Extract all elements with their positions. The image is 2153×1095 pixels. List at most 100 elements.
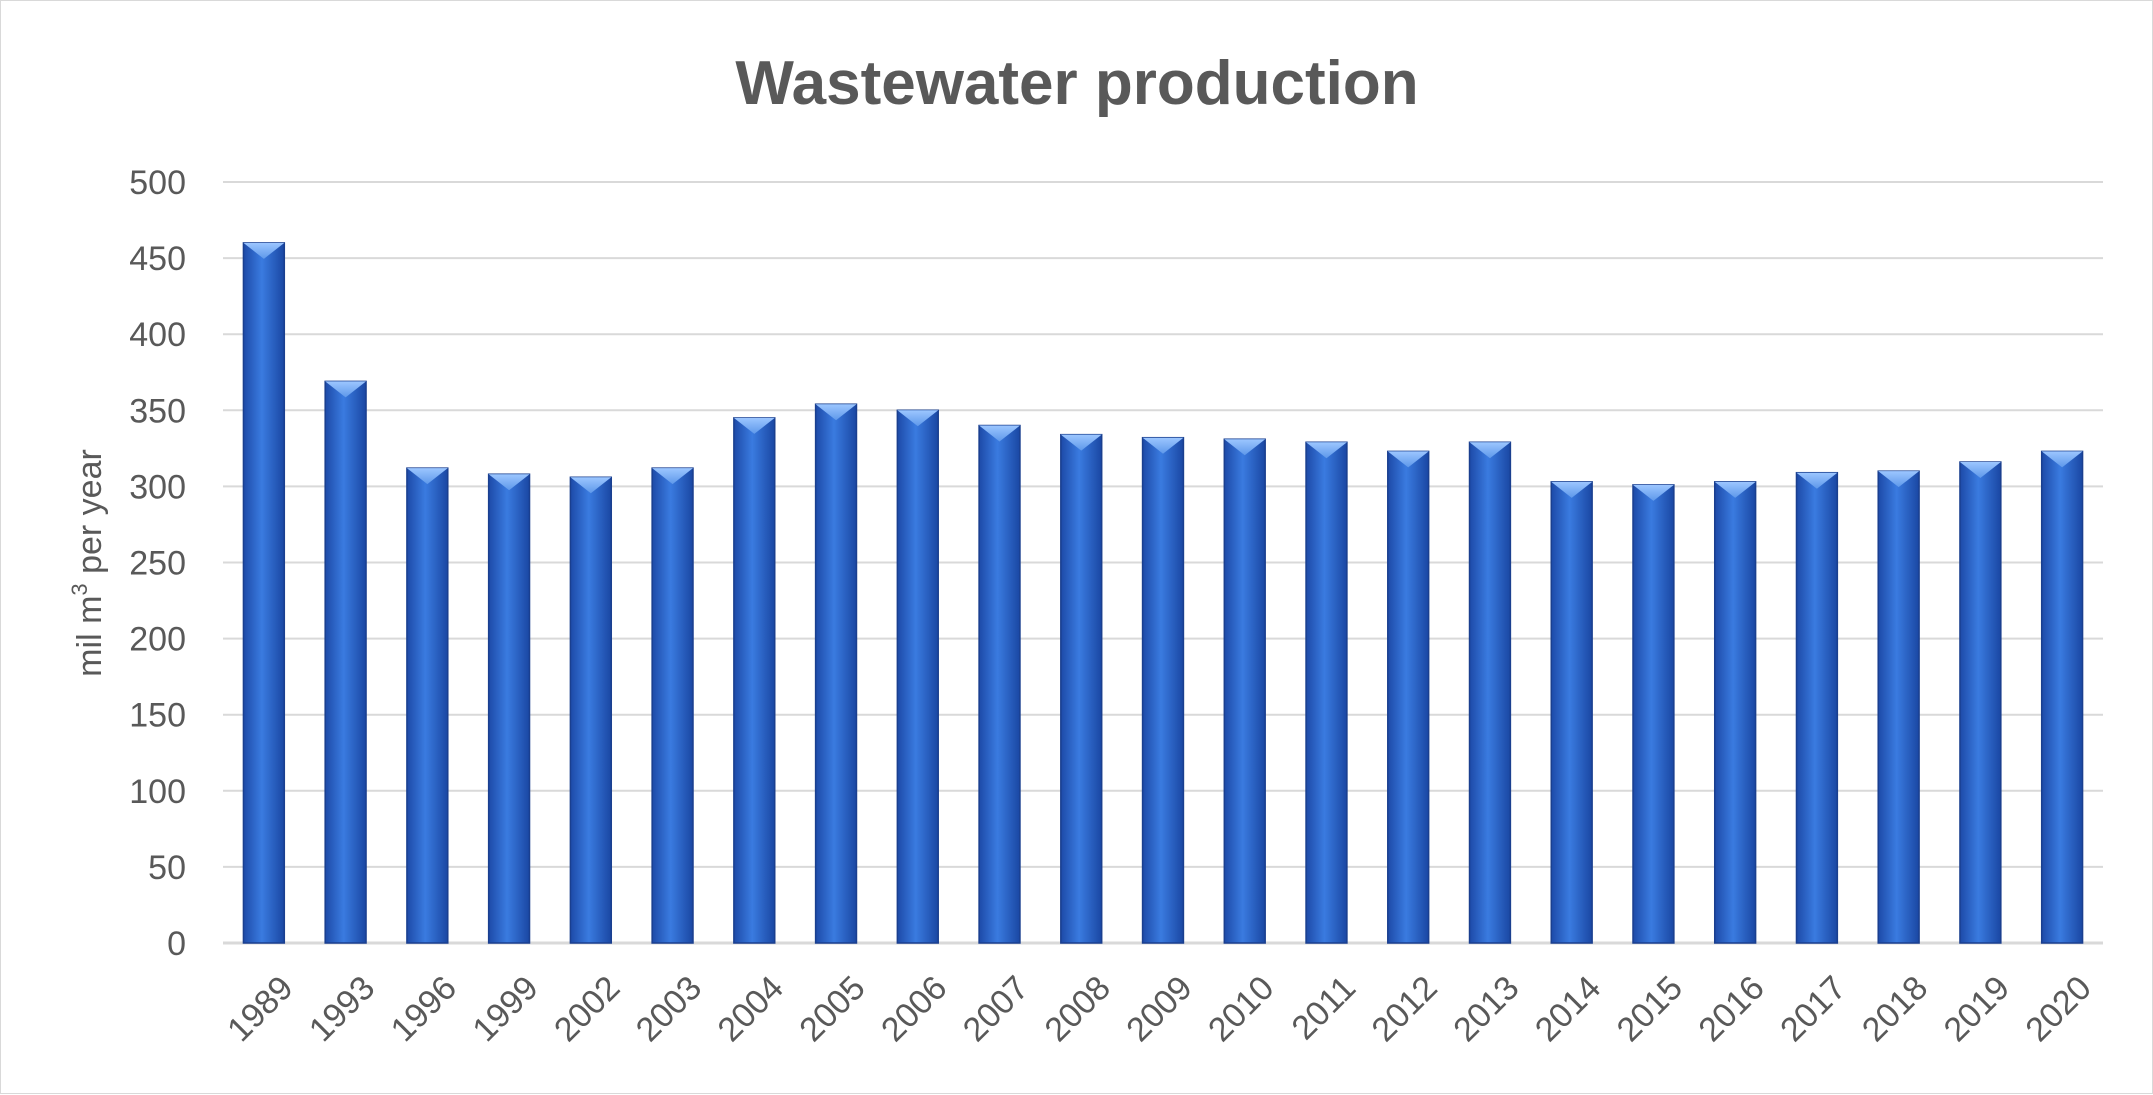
bar-cap xyxy=(979,425,1020,442)
bar-2019 xyxy=(1959,461,2002,944)
bar-cap xyxy=(733,417,775,434)
bar-body xyxy=(651,467,694,944)
bar-body xyxy=(1223,438,1266,944)
x-tick-label: 1996 xyxy=(384,969,464,1049)
bar-cap xyxy=(1714,481,1756,498)
bar-2012 xyxy=(1387,450,1430,944)
y-axis-label-main: mil m xyxy=(71,596,109,677)
bar-body xyxy=(406,467,449,944)
y-tick-label: 200 xyxy=(129,621,186,659)
x-tick-label: 2010 xyxy=(1201,969,1281,1049)
bar-cap xyxy=(243,242,285,259)
bar-body xyxy=(242,242,286,944)
y-tick-label: 50 xyxy=(148,849,186,887)
bar-2006 xyxy=(896,409,939,944)
y-tick-label: 250 xyxy=(129,545,186,583)
x-tick-label: 2018 xyxy=(1855,969,1935,1049)
bar-2011 xyxy=(1305,441,1348,944)
bar-body xyxy=(1632,484,1675,944)
bar-2010 xyxy=(1223,438,1266,944)
bar-2003 xyxy=(651,467,694,944)
x-tick-label: 1999 xyxy=(465,969,545,1049)
x-tick-label: 2003 xyxy=(629,969,709,1049)
x-tick-label: 2005 xyxy=(792,969,872,1049)
bar-cap xyxy=(406,468,448,485)
bar-body xyxy=(1713,481,1757,944)
y-tick-label: 100 xyxy=(129,773,186,811)
y-tick-label: 350 xyxy=(129,392,186,430)
y-tick-label: 400 xyxy=(129,316,186,354)
x-tick-label: 2007 xyxy=(956,969,1036,1049)
bar-cap xyxy=(1469,442,1511,459)
y-tick-label: 0 xyxy=(167,925,186,963)
bar-2013 xyxy=(1468,441,1512,944)
bar-cap xyxy=(1306,442,1347,459)
bar-body xyxy=(2040,450,2084,944)
y-axis-label-suffix: per year xyxy=(71,449,109,583)
bar-body xyxy=(1387,450,1430,944)
bar-1996 xyxy=(406,467,449,944)
bar-cap xyxy=(1142,437,1184,454)
bar-2008 xyxy=(1060,433,1103,944)
bar-2015 xyxy=(1632,484,1675,944)
y-tick-label: 500 xyxy=(129,164,186,202)
bar-body xyxy=(1795,471,1839,944)
bar-body xyxy=(1305,441,1348,944)
bar-cap xyxy=(1224,439,1266,456)
bar-cap xyxy=(325,381,367,398)
y-tick-label: 300 xyxy=(129,468,186,506)
bar-cap xyxy=(488,474,530,491)
bar-cap xyxy=(2041,451,2083,468)
bar-1989 xyxy=(242,242,286,944)
x-tick-label: 2002 xyxy=(547,969,627,1049)
bar-body xyxy=(1877,470,1920,944)
bar-2007 xyxy=(978,424,1021,944)
bar-2005 xyxy=(814,403,858,944)
x-tick-label: 2006 xyxy=(874,969,954,1049)
x-tick-label: 2008 xyxy=(1038,969,1118,1049)
x-tick-label: 2013 xyxy=(1446,969,1526,1049)
bar-2004 xyxy=(733,417,776,944)
bar-body xyxy=(569,476,613,944)
y-axis-label: mil m3 per year xyxy=(67,449,109,677)
bar-1993 xyxy=(324,380,367,944)
bar-body xyxy=(1141,436,1185,944)
x-tick-label: 2014 xyxy=(1528,969,1608,1049)
x-tick-label: 1993 xyxy=(302,969,382,1049)
bar-cap xyxy=(570,477,612,494)
x-tick-label: 2017 xyxy=(1773,969,1853,1049)
bar-body xyxy=(487,473,531,944)
bar-cap xyxy=(652,468,693,485)
bar-body xyxy=(1060,433,1103,944)
bar-cap xyxy=(897,410,939,427)
bar-2016 xyxy=(1713,481,1757,944)
bar-2002 xyxy=(569,476,613,944)
bar-body xyxy=(814,403,858,944)
x-tick-label: 2004 xyxy=(711,969,791,1049)
bar-cap xyxy=(1060,434,1102,451)
x-tick-label: 2019 xyxy=(1937,969,2017,1049)
chart-title: Wastewater production xyxy=(735,49,1418,118)
bar-2018 xyxy=(1877,470,1920,944)
bar-body xyxy=(1550,481,1593,944)
x-tick-label: 2011 xyxy=(1285,969,1364,1048)
bar-1999 xyxy=(487,473,531,944)
x-tick-label: 2009 xyxy=(1119,969,1199,1049)
y-tick-label: 150 xyxy=(129,697,186,735)
x-tick-label: 2020 xyxy=(2018,969,2098,1049)
bar-body xyxy=(733,417,776,944)
bar-2009 xyxy=(1141,436,1185,944)
bar-2017 xyxy=(1795,471,1839,944)
bar-cap xyxy=(1796,472,1838,489)
bar-cap xyxy=(1387,451,1429,468)
bar-body xyxy=(896,409,939,944)
bar-cap xyxy=(1959,462,2001,479)
bar-body xyxy=(978,424,1021,944)
y-tick-label: 450 xyxy=(129,240,186,278)
bar-body xyxy=(324,380,367,944)
bar-body xyxy=(1468,441,1512,944)
x-tick-label: 2012 xyxy=(1364,969,1444,1049)
x-tick-label: 2015 xyxy=(1610,969,1690,1049)
